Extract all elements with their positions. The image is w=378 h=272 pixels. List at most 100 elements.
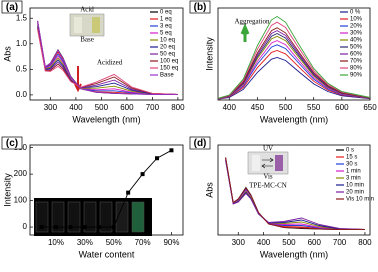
x-tick-label: 30% <box>77 238 93 247</box>
x-tick-label: 600 <box>120 103 134 112</box>
plot-frame <box>29 7 184 101</box>
marker <box>39 225 44 230</box>
series-line <box>217 21 371 99</box>
y-tick-label: 0.5 <box>16 64 28 73</box>
legend-label: 3 min <box>346 176 361 182</box>
x-tick-label: 700 <box>146 103 160 112</box>
series-line <box>217 35 371 100</box>
series-line <box>217 15 371 99</box>
legend-label: 50% <box>350 45 363 51</box>
plot-frame <box>217 7 371 101</box>
legend-label: 20 eq <box>160 45 175 51</box>
x-tick-label: 400 <box>223 103 237 112</box>
legend-label: 5 eq <box>160 31 172 37</box>
legend-label: 100 eq <box>160 59 178 65</box>
arrow <box>240 23 250 42</box>
x-axis-label: Wavelength (nm) <box>260 114 328 124</box>
annotation: Acid <box>80 6 94 14</box>
panel-label: (c) <box>6 138 18 149</box>
series-line <box>225 160 365 230</box>
legend-label: 60% <box>350 52 363 58</box>
x-tick-label: 70% <box>135 238 151 247</box>
x-tick-label: 600 <box>308 238 322 247</box>
y-tick-label: 0 <box>23 222 28 231</box>
y-axis-label: Abs <box>204 182 214 198</box>
x-tick-label: 300 <box>232 238 246 247</box>
legend-label: 20 min <box>346 190 364 196</box>
panel-label-box <box>189 136 211 150</box>
legend-label: 3 eq <box>160 24 172 30</box>
legend-label: 10 min <box>346 183 364 189</box>
x-tick-label: 400 <box>69 103 83 112</box>
legend-label: 15 s <box>346 155 357 161</box>
legend-label: 20% <box>350 24 363 30</box>
legend-label: 150 eq <box>160 66 178 72</box>
y-tick-label: 100 <box>14 196 28 205</box>
marker <box>140 172 145 177</box>
marker <box>126 190 131 195</box>
annotation: Aggregation <box>235 18 270 26</box>
arrow <box>261 157 274 169</box>
legend-label: 80% <box>350 66 363 72</box>
vial-strip <box>34 198 152 236</box>
x-tick-label: 300 <box>44 103 58 112</box>
x-axis-label: Wavelength (nm) <box>72 114 140 124</box>
legend-label: 90% <box>350 73 363 79</box>
vial <box>92 17 100 33</box>
x-tick-label: 450 <box>251 103 265 112</box>
y-axis-label: Abs <box>2 46 12 62</box>
legend-label: Vis 10 min <box>346 197 374 203</box>
legend-label: 30 s <box>346 162 357 168</box>
legend-label: 1 eq <box>160 17 172 23</box>
marker <box>68 225 73 230</box>
y-tick-label: 200 <box>14 169 28 178</box>
series-line <box>225 157 365 230</box>
legend-label: 30% <box>350 31 363 37</box>
panel-label: (a) <box>6 2 18 13</box>
legend-label: 0 eq <box>160 10 172 16</box>
legend-label: 10% <box>350 17 363 23</box>
y-tick-label: 1.0 <box>16 39 28 48</box>
series-line <box>217 44 371 100</box>
y-tick-label: 0.0 <box>16 90 28 99</box>
y-axis-label: Intensity <box>204 37 214 71</box>
marker <box>155 156 160 161</box>
annotation: Vis <box>263 173 273 181</box>
series-line <box>217 40 371 100</box>
vial <box>275 155 283 171</box>
series-line <box>217 50 371 100</box>
plot-frame <box>29 144 184 236</box>
x-tick-label: 800 <box>171 103 185 112</box>
legend-label: 0 % <box>350 10 361 16</box>
series-line <box>41 149 172 228</box>
x-tick-label: 550 <box>307 103 321 112</box>
x-tick-label: 500 <box>279 103 293 112</box>
annotation: TPE-MC-CN <box>249 182 287 190</box>
x-axis-label: Wavelength (nm) <box>260 249 328 259</box>
x-tick-label: 650 <box>363 103 377 112</box>
marker <box>97 225 102 230</box>
marker <box>53 225 58 230</box>
x-tick-label: 90% <box>163 238 179 247</box>
vial <box>252 155 260 171</box>
x-tick-label: 800 <box>358 238 372 247</box>
marker <box>111 225 116 230</box>
legend-label: 10 eq <box>160 38 175 44</box>
series-line <box>37 20 178 95</box>
annotation: Acidized <box>97 59 123 67</box>
series-line <box>217 57 371 100</box>
legend-label: 40% <box>350 38 363 44</box>
plot-frame <box>217 144 371 236</box>
series-line <box>37 20 178 95</box>
series-line <box>37 29 178 95</box>
legend-label: 50 eq <box>160 52 175 58</box>
series-line <box>217 27 371 100</box>
legend-label: 0 s <box>346 148 354 154</box>
annotation: UV <box>263 145 273 153</box>
panel-label-box <box>189 0 211 14</box>
x-tick-label: 50% <box>106 238 122 247</box>
x-tick-label: 500 <box>282 238 296 247</box>
y-axis-label: Intensity <box>2 173 12 207</box>
marker <box>82 225 87 230</box>
